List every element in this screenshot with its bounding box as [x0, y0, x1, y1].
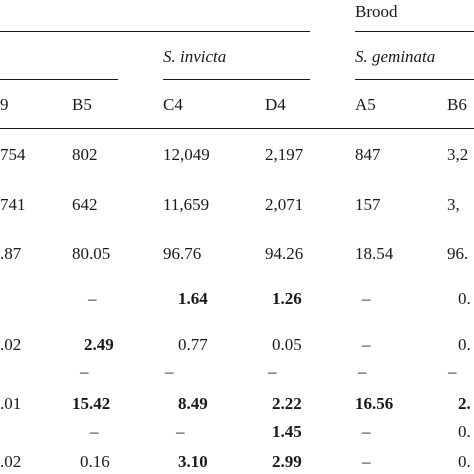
species-header-geminata: S. geminata — [355, 47, 436, 66]
table-cell: – — [88, 289, 97, 308]
table-cell: 11,659 — [163, 195, 210, 214]
table-cell: 96.76 — [163, 244, 202, 263]
table-cell: 96. — [447, 244, 469, 263]
table-cell: 741 — [0, 195, 26, 214]
table-cell: – — [362, 422, 371, 441]
table-cell: – — [268, 362, 277, 381]
table-cell: 3.10 — [178, 452, 208, 471]
table-cell: .87 — [0, 244, 22, 263]
table-cell: 642 — [72, 195, 98, 214]
table-cell: 2,197 — [265, 145, 304, 164]
table-cell: 2.49 — [84, 335, 114, 354]
table-cell: 15.42 — [72, 394, 111, 413]
species-rule-left — [0, 79, 118, 80]
group-header-brood: Brood — [355, 2, 398, 21]
table-cell: 8.49 — [178, 394, 208, 413]
table-cell: .02 — [0, 452, 22, 471]
top-rule — [0, 31, 310, 32]
table-cell: 3, — [447, 195, 460, 214]
table-cell: 0.77 — [178, 335, 208, 354]
table-cell: – — [362, 335, 371, 354]
table-cell: 754 — [0, 145, 26, 164]
table-cell: 0. — [458, 335, 471, 354]
table-cell: 12,049 — [163, 145, 210, 164]
table-cell: – — [358, 362, 367, 381]
table-cell: 157 — [355, 195, 381, 214]
table-cell: 2. — [458, 394, 471, 413]
table-cell: 802 — [72, 145, 98, 164]
table-cell: 1.64 — [178, 289, 208, 308]
column-header: B6 — [447, 95, 467, 114]
table-cell: – — [165, 362, 174, 381]
species-rule-invicta — [163, 79, 310, 80]
table-cell: 0.05 — [272, 335, 302, 354]
species-header-invicta: S. invicta — [163, 47, 227, 66]
column-header: A5 — [355, 95, 376, 114]
table-cell: 1.45 — [272, 422, 302, 441]
table-cell: 16.56 — [355, 394, 394, 413]
column-header: C4 — [163, 95, 183, 114]
table-cell: – — [362, 289, 371, 308]
column-header: D4 — [265, 95, 286, 114]
table-cell: 1.26 — [272, 289, 302, 308]
table-cell: 2,071 — [265, 195, 304, 214]
table-cell: 0.16 — [80, 452, 110, 471]
table-cell: – — [362, 452, 371, 471]
table-cell: 18.54 — [355, 244, 394, 263]
table-cell: – — [80, 362, 89, 381]
table-cell: 0. — [458, 422, 471, 441]
table-cell: 0. — [458, 289, 471, 308]
table-cell: 80.05 — [72, 244, 111, 263]
species-rule-geminata — [355, 79, 474, 80]
table-cell: 3,2 — [447, 145, 469, 164]
top-rule-brood — [355, 31, 474, 32]
header-bottom-rule — [0, 128, 474, 129]
table-cell: – — [90, 422, 99, 441]
table-cell: .02 — [0, 335, 22, 354]
table-cell: 2.22 — [272, 394, 302, 413]
table-cell: 94.26 — [265, 244, 304, 263]
column-header: 9 — [0, 95, 9, 114]
table-cell: 2.99 — [272, 452, 302, 471]
table-cell: .01 — [0, 394, 22, 413]
column-header: B5 — [72, 95, 92, 114]
table-cell: 847 — [355, 145, 381, 164]
table-cell: – — [176, 422, 185, 441]
table-cell: – — [448, 362, 457, 381]
table-cell: 0. — [458, 452, 471, 471]
